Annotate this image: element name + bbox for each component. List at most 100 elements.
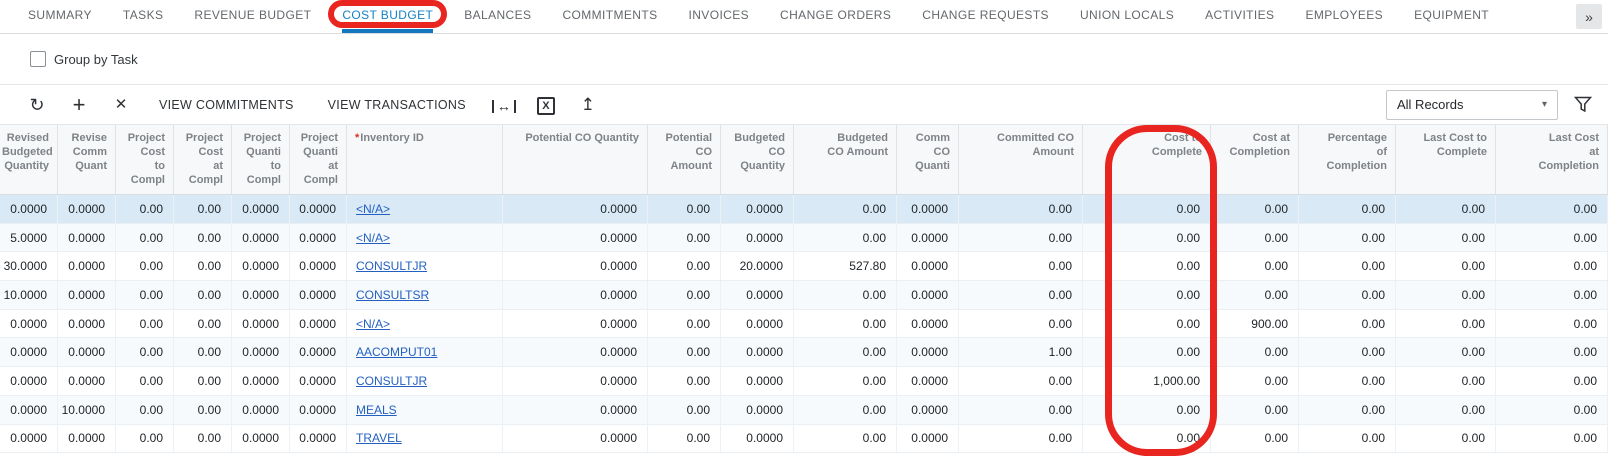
grid-cell: 0.0000 [897, 367, 959, 395]
column-header-last-cost-at-completion[interactable]: Last Cost at Completion [1496, 125, 1608, 194]
fit-to-width-button[interactable]: ↔ [483, 96, 525, 114]
column-header-inventory-id[interactable]: *Inventory ID [347, 125, 503, 194]
column-header-revised-budgeted-quantity[interactable]: Revised Budgeted Quantity [0, 125, 58, 194]
column-header-potential-co-amount[interactable]: Potential CO Amount [648, 125, 721, 194]
column-header-budgeted-co-quantity[interactable]: Budgeted CO Quantity [721, 125, 794, 194]
inventory-link[interactable]: TRAVEL [356, 431, 402, 446]
inventory-link[interactable]: CONSULTJR [356, 259, 428, 274]
table-row[interactable]: 30.0000 0.0000 0.00 0.00 0.0000 0.0000 CONSULT… [0, 252, 1608, 282]
tab-employees[interactable]: EMPLOYEES [1305, 7, 1384, 22]
grid-cell: 0.00 [794, 338, 897, 367]
column-header-cost-to-complete[interactable]: Cost to Complete [1083, 125, 1211, 194]
grid-cell: 0.00 [959, 252, 1083, 281]
tab-activities[interactable]: ACTIVITIES [1205, 7, 1275, 22]
grid-cell: 0.0000 [721, 195, 794, 223]
records-filter-select[interactable]: All Records ▾ [1386, 89, 1558, 120]
grid-cell: 0.00 [174, 338, 232, 367]
view-commitments-button[interactable]: VIEW COMMITMENTS [159, 97, 294, 112]
column-header-revised-comm-quant[interactable]: Revise Comm Quant [58, 125, 116, 194]
delete-row-button[interactable]: ✕ [100, 97, 142, 112]
inventory-link[interactable]: CONSULTSR [356, 287, 430, 302]
table-row[interactable]: 0.0000 0.0000 0.00 0.00 0.0000 0.0000 AACOMPUT… [0, 338, 1608, 368]
grid-cell: 0.0000 [232, 195, 290, 223]
table-row[interactable]: 0.0000 0.0000 0.00 0.00 0.0000 0.0000 <N/A> 0.0… [0, 309, 1608, 339]
grid-cell: 0.00 [1396, 367, 1496, 395]
grid-cell: 0.0000 [232, 252, 290, 281]
inventory-link[interactable]: AACOMPUT01 [356, 345, 438, 360]
required-asterisk: * [355, 132, 360, 144]
table-row[interactable]: 0.0000 10.0000 0.00 0.00 0.0000 0.0000 MEALS 0.… [0, 395, 1608, 425]
inventory-link[interactable]: CONSULTJR [356, 373, 428, 388]
inventory-link[interactable]: <N/A> [356, 316, 391, 331]
tab-overflow-button[interactable]: » [1576, 4, 1602, 29]
export-to-excel-button[interactable]: X [525, 94, 567, 115]
tab-cost-budget[interactable]: COST BUDGET [328, 0, 448, 33]
tab-equipment[interactable]: EQUIPMENT [1414, 7, 1490, 22]
column-header-potential-co-quantity[interactable]: Potential CO Quantity [503, 125, 648, 194]
tab-invoices[interactable]: INVOICES [688, 7, 750, 22]
chevron-down-icon: ▾ [1541, 99, 1547, 110]
column-header-percentage-of-completion[interactable]: Percentage of Completion [1299, 125, 1396, 194]
column-header-project-cost-at-completion[interactable]: Project Cost at Compl [174, 125, 232, 194]
grid-cell: 0.00 [1083, 252, 1211, 281]
column-header-committed-co-amount[interactable]: Committed CO Amount [959, 125, 1083, 194]
filter-funnel-icon [1574, 96, 1592, 113]
inventory-link[interactable]: <N/A> [356, 201, 391, 216]
tab-summary[interactable]: SUMMARY [28, 7, 92, 22]
grid-cell: 0.0000 [0, 424, 58, 453]
table-row[interactable]: 0.0000 0.0000 0.00 0.00 0.0000 0.0000 CONSULTJ… [0, 367, 1608, 396]
grid-cell: 0.00 [1211, 395, 1299, 424]
table-row[interactable]: 10.0000 0.0000 0.00 0.00 0.0000 0.0000 CONSULT… [0, 281, 1608, 310]
table-row[interactable]: 0.0000 0.0000 0.00 0.00 0.0000 0.0000 <N/A> 0.0… [0, 195, 1608, 224]
inventory-link[interactable]: MEALS [356, 402, 397, 417]
column-header-project-quantity-at-completion[interactable]: Project Quanti at Compl [290, 125, 347, 194]
column-header-project-cost-to-complete[interactable]: Project Cost to Compl [116, 125, 174, 194]
column-header-project-quantity-to-complete[interactable]: Project Quanti to Compl [232, 125, 290, 194]
grid-cell: 0.00 [648, 338, 721, 367]
tab-revenue-budget[interactable]: REVENUE BUDGET [194, 7, 312, 22]
grid-cell: 0.00 [1496, 338, 1608, 367]
tab-change-orders[interactable]: CHANGE ORDERS [780, 7, 892, 22]
add-row-button[interactable]: + [58, 93, 100, 116]
tab-commitments[interactable]: COMMITMENTS [562, 7, 658, 22]
grid-cell: 0.00 [1396, 195, 1496, 223]
grid-cell: 0.00 [648, 309, 721, 338]
grid-cell: 0.00 [1083, 281, 1211, 309]
refresh-button[interactable]: ↻ [16, 96, 58, 114]
grid-cell: 0.00 [1299, 252, 1396, 281]
group-by-task-checkbox[interactable] [30, 51, 46, 67]
column-header-budgeted-co-amount[interactable]: Budgeted CO Amount [794, 125, 897, 194]
tab-union-locals[interactable]: UNION LOCALS [1079, 7, 1175, 22]
grid-cell: 0.0000 [897, 195, 959, 223]
grid-cell: 0.00 [1211, 281, 1299, 309]
grid-cell: 0.00 [1211, 223, 1299, 252]
column-header-cost-at-completion[interactable]: Cost at Completion [1211, 125, 1299, 194]
grid-cell: 0.00 [116, 223, 174, 252]
load-records-button[interactable]: ↥ [567, 96, 609, 113]
view-transactions-button[interactable]: VIEW TRANSACTIONS [327, 97, 466, 112]
tab-tasks[interactable]: TASKS [122, 7, 164, 22]
grid-cell: 0.00 [1083, 338, 1211, 367]
inventory-link[interactable]: <N/A> [356, 230, 391, 245]
grid-cell: 0.00 [648, 395, 721, 424]
grid-cell: 0.0000 [721, 223, 794, 252]
table-row[interactable]: 0.0000 0.0000 0.00 0.00 0.0000 0.0000 TRAVEL 0.… [0, 424, 1608, 454]
grid-cell: 0.00 [1496, 223, 1608, 252]
grid-cell: 0.00 [1083, 309, 1211, 338]
column-header-last-cost-to-complete[interactable]: Last Cost to Complete [1396, 125, 1496, 194]
tab-change-requests[interactable]: CHANGE REQUESTS [922, 7, 1049, 22]
grid-cell: 0.00 [1083, 395, 1211, 424]
filter-settings-button[interactable] [1574, 96, 1592, 113]
inventory-cell: <N/A> [347, 195, 503, 223]
grid-cell: 0.00 [794, 195, 897, 223]
grid-cell: 0.00 [116, 424, 174, 453]
grid-cell: 0.0000 [58, 309, 116, 338]
table-row[interactable]: 5.0000 0.0000 0.00 0.00 0.0000 0.0000 <N/A> 0.0… [0, 223, 1608, 253]
annotation-circle-cost-budget-tab [328, 0, 448, 28]
grid-cell: 0.0000 [58, 252, 116, 281]
grid-cell: 0.0000 [290, 367, 347, 395]
column-header-comm-co-quantity[interactable]: Comm CO Quanti [897, 125, 959, 194]
grid-cell: 0.00 [959, 424, 1083, 453]
grid-cell: 0.0000 [721, 395, 794, 424]
tab-balances[interactable]: BALANCES [464, 7, 532, 22]
